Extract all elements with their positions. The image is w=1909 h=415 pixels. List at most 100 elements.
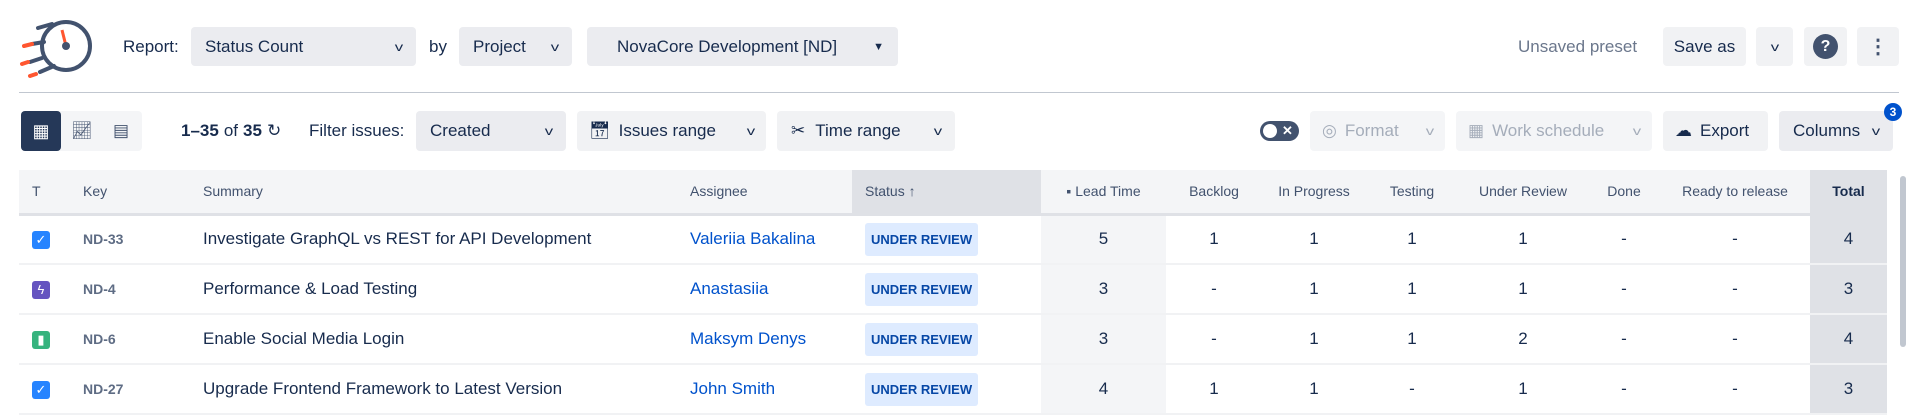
col-header-under-review[interactable]: Under Review <box>1458 170 1588 216</box>
lead-time-cell: 4 <box>1041 364 1166 415</box>
format-label: Format <box>1344 121 1399 140</box>
save-as-button[interactable]: Save as <box>1663 27 1746 66</box>
table-row[interactable]: ▮ ND-6 Enable Social Media Login Maksym … <box>19 314 1887 365</box>
issues-range-label: Issues range <box>618 121 716 140</box>
col-header-summary[interactable]: Summary <box>190 170 677 216</box>
drag-grid-icon: ▪︎ <box>1066 183 1072 200</box>
filter-value: Created <box>430 121 491 140</box>
under-review-cell: 1 <box>1458 364 1588 415</box>
total-cell: 3 <box>1810 364 1887 415</box>
table-row[interactable]: ✓ ND-33 Investigate GraphQL vs REST for … <box>19 214 1887 265</box>
ready-cell: - <box>1660 264 1810 315</box>
col-header-status[interactable]: Status ↑ <box>852 170 1041 216</box>
table-row[interactable]: ϟ ND-4 Performance & Load Testing Anasta… <box>19 264 1887 315</box>
calendar-icon: ▦ <box>1468 121 1485 140</box>
issue-summary: Investigate GraphQL vs REST for API Deve… <box>190 214 677 265</box>
chart-view-button[interactable]: 📈︎ <box>63 111 101 151</box>
work-schedule-label: Work schedule <box>1492 121 1605 140</box>
status-badge: UNDER REVIEW <box>865 272 979 306</box>
in-progress-cell: 1 <box>1262 314 1366 365</box>
range-start: 1–35 <box>181 121 219 140</box>
issue-key[interactable]: ND-4 <box>70 264 190 315</box>
issue-key[interactable]: ND-27 <box>70 364 190 415</box>
type-cell: ✓ <box>19 214 70 265</box>
status-cell: UNDER REVIEW <box>852 264 1041 315</box>
col-header-testing[interactable]: Testing <box>1366 170 1458 216</box>
line-chart-icon: 📈︎ <box>71 121 93 140</box>
issue-summary: Enable Social Media Login <box>190 314 677 365</box>
project-value: NovaCore Development [ND] <box>617 36 838 56</box>
save-options-button[interactable]: v <box>1756 27 1793 66</box>
report-table: T Key Summary Assignee Status ↑ ▪︎ Lead … <box>19 170 1887 415</box>
help-button[interactable]: ? <box>1804 27 1847 66</box>
pivot-view-button[interactable]: ▤ <box>102 111 140 151</box>
under-review-cell: 1 <box>1458 214 1588 265</box>
total-cell: 3 <box>1810 264 1887 315</box>
status-cell: UNDER REVIEW <box>852 364 1041 415</box>
calendar-clock-icon: 📅︎ <box>589 121 611 140</box>
assignee-link[interactable]: John Smith <box>677 364 852 415</box>
done-cell: - <box>1588 364 1660 415</box>
filter-select[interactable]: Created v <box>416 111 566 151</box>
col-header-in-progress[interactable]: In Progress <box>1262 170 1366 216</box>
lead-time-cell: 3 <box>1041 264 1166 315</box>
work-schedule-button[interactable]: ▦ Work schedule v <box>1456 111 1652 151</box>
group-by-value: Project <box>473 36 526 56</box>
table-row[interactable]: ✓ ND-27 Upgrade Frontend Framework to La… <box>19 364 1887 415</box>
report-type-value: Status Count <box>205 36 304 56</box>
project-select[interactable]: NovaCore Development [ND] ▼ <box>587 27 898 66</box>
more-options-button[interactable]: ⋮ <box>1857 27 1899 66</box>
assignee-link[interactable]: Anastasiia <box>677 264 852 315</box>
status-cell: UNDER REVIEW <box>852 314 1041 365</box>
preset-status: Unsaved preset <box>1518 36 1638 56</box>
chevron-down-icon: v <box>394 39 404 54</box>
time-range-button[interactable]: ✂︎ Time range v <box>777 111 955 151</box>
done-cell: - <box>1588 314 1660 365</box>
of-label: of <box>223 121 239 140</box>
cloud-download-icon: ☁︎ <box>1675 121 1692 140</box>
under-review-cell: 2 <box>1458 314 1588 365</box>
col-header-type[interactable]: T <box>19 170 70 216</box>
col-header-assignee[interactable]: Assignee <box>677 170 852 216</box>
columns-button[interactable]: Columns v <box>1779 111 1893 151</box>
vertical-scrollbar[interactable] <box>1900 176 1906 347</box>
grid-view-button[interactable]: ▦ <box>21 111 61 151</box>
refresh-icon[interactable]: ↻ <box>266 121 282 140</box>
assignee-link[interactable]: Maksym Denys <box>677 314 852 365</box>
type-cell: ϟ <box>19 264 70 315</box>
col-header-backlog[interactable]: Backlog <box>1166 170 1262 216</box>
format-button[interactable]: ◎ Format v <box>1310 111 1445 151</box>
backlog-cell: 1 <box>1166 214 1262 265</box>
col-header-lead-time[interactable]: ▪︎ Lead Time <box>1041 170 1166 216</box>
status-badge: UNDER REVIEW <box>865 322 979 356</box>
report-label: Report: <box>123 36 179 56</box>
testing-cell: 1 <box>1366 314 1458 365</box>
testing-cell: - <box>1366 364 1458 415</box>
type-cell: ▮ <box>19 314 70 365</box>
by-label: by <box>429 36 447 56</box>
col-header-ready[interactable]: Ready to release <box>1660 170 1810 216</box>
lead-time-cell: 5 <box>1041 214 1166 265</box>
chevron-down-icon: v <box>550 39 560 54</box>
assignee-link[interactable]: Valeriia Bakalina <box>677 214 852 265</box>
pivot-table-icon: ▤ <box>112 121 130 140</box>
chevron-down-icon: v <box>1770 39 1779 54</box>
issue-key[interactable]: ND-33 <box>70 214 190 265</box>
export-button[interactable]: ☁︎ Export <box>1663 111 1768 151</box>
report-type-select[interactable]: Status Count v <box>191 27 416 66</box>
backlog-cell: - <box>1166 314 1262 365</box>
testing-cell: 1 <box>1366 264 1458 315</box>
toggle-switch[interactable]: ✕ <box>1260 121 1299 141</box>
col-header-done[interactable]: Done <box>1588 170 1660 216</box>
in-progress-cell: 1 <box>1262 264 1366 315</box>
epic-icon: ϟ <box>32 280 50 299</box>
chevron-down-icon: v <box>746 124 756 138</box>
issue-count: 1–35 of 35 ↻ <box>181 111 281 151</box>
col-header-key[interactable]: Key <box>70 170 190 216</box>
task-icon: ✓ <box>32 380 50 399</box>
issue-key[interactable]: ND-6 <box>70 314 190 365</box>
issues-range-button[interactable]: 📅︎ Issues range v <box>577 111 766 151</box>
export-label: Export <box>1700 121 1750 140</box>
col-header-total[interactable]: Total <box>1810 170 1887 216</box>
group-by-select[interactable]: Project v <box>459 27 572 66</box>
